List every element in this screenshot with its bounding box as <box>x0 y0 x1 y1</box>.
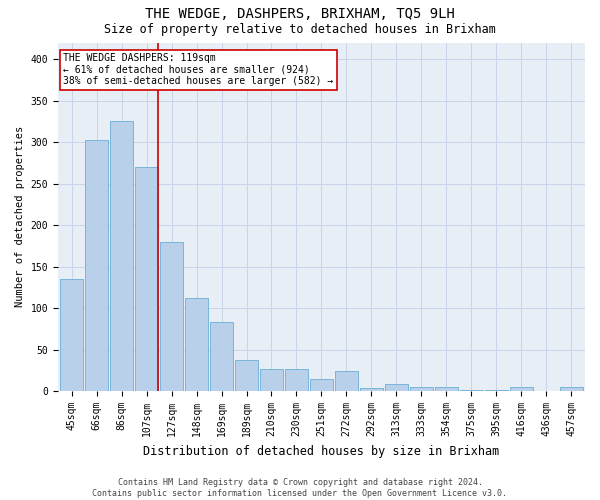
Text: THE WEDGE DASHPERS: 119sqm
← 61% of detached houses are smaller (924)
38% of sem: THE WEDGE DASHPERS: 119sqm ← 61% of deta… <box>63 53 334 86</box>
Bar <box>160 242 183 391</box>
Bar <box>136 167 158 391</box>
Bar <box>410 387 433 391</box>
Bar <box>85 140 108 391</box>
Bar <box>435 387 458 391</box>
Bar <box>360 388 383 391</box>
Bar <box>310 378 332 391</box>
Y-axis label: Number of detached properties: Number of detached properties <box>15 126 25 308</box>
Bar <box>510 387 533 391</box>
X-axis label: Distribution of detached houses by size in Brixham: Distribution of detached houses by size … <box>143 444 500 458</box>
Bar <box>460 390 482 391</box>
Text: Size of property relative to detached houses in Brixham: Size of property relative to detached ho… <box>104 22 496 36</box>
Bar <box>560 387 583 391</box>
Bar <box>110 122 133 391</box>
Text: THE WEDGE, DASHPERS, BRIXHAM, TQ5 9LH: THE WEDGE, DASHPERS, BRIXHAM, TQ5 9LH <box>145 8 455 22</box>
Bar <box>235 360 258 391</box>
Bar <box>260 369 283 391</box>
Bar <box>385 384 407 391</box>
Bar <box>210 322 233 391</box>
Bar <box>285 369 308 391</box>
Bar <box>335 372 358 391</box>
Text: Contains HM Land Registry data © Crown copyright and database right 2024.
Contai: Contains HM Land Registry data © Crown c… <box>92 478 508 498</box>
Bar <box>185 298 208 391</box>
Bar <box>485 390 508 391</box>
Bar <box>61 279 83 391</box>
